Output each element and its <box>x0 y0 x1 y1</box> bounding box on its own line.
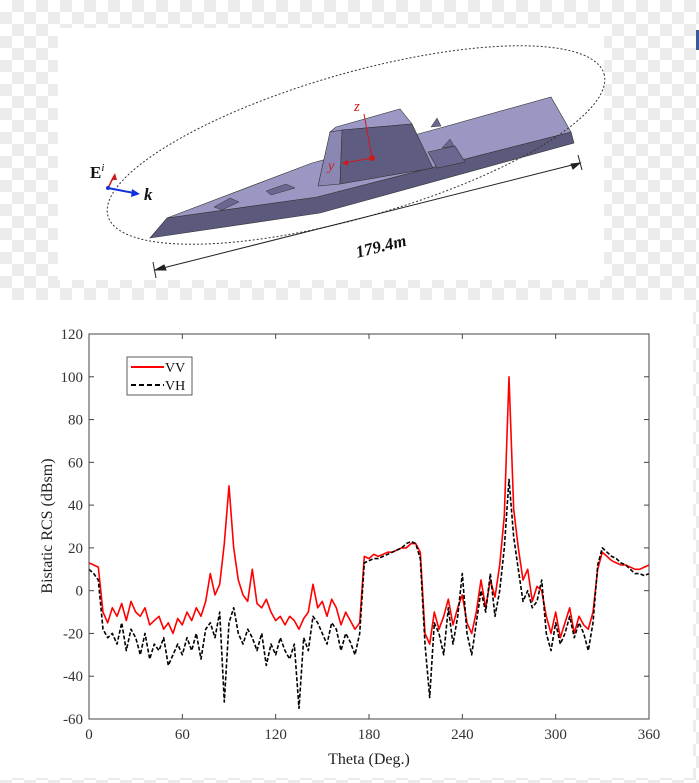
ship-diagram: 179.4m z y Ei k <box>58 28 699 280</box>
incident-wave: Ei k <box>90 162 153 204</box>
y-tick-label: 0 <box>76 584 84 600</box>
y-tick-label: 60 <box>68 455 83 471</box>
x-tick-label: 240 <box>451 727 474 743</box>
coordinate-axes: z y <box>326 99 375 174</box>
x-tick-label: 0 <box>85 727 93 743</box>
ship-vent-2 <box>265 183 296 196</box>
chart-background <box>0 300 693 778</box>
x-tick-label: 300 <box>544 727 567 743</box>
ship-superstructure-side <box>339 123 434 185</box>
x-tick-label: 60 <box>175 727 190 743</box>
y-tick-label: 20 <box>68 541 83 557</box>
z-axis-label: z <box>353 99 360 115</box>
y-axis-label: Bistatic RCS (dBsm) <box>39 458 56 593</box>
y-tick-label: 120 <box>61 327 84 343</box>
ticks-layer: 0 60 120 180 240 300 360 -60 -40 -20 0 20 40 60 80 100 1… <box>61 327 661 743</box>
series-line-vh <box>88 478 650 710</box>
y-tick-label: 80 <box>68 413 83 429</box>
rcs-chart: 0 60 120 180 240 300 360 -60 -40 -20 0 20 40 60 80 100 1… <box>39 327 660 768</box>
ship-vent-3 <box>430 117 442 128</box>
legend-box <box>126 356 193 396</box>
y-tick-label: -20 <box>63 626 83 642</box>
y-tick-label: -60 <box>63 712 83 728</box>
series-line-vv <box>88 375 650 645</box>
origin-dot <box>369 155 375 161</box>
propagation-label: k <box>144 185 153 204</box>
ship-vent-1 <box>213 197 240 211</box>
y-tick-label: 100 <box>61 370 84 386</box>
x-axis-label: Theta (Deg.) <box>328 751 410 768</box>
x-tick-label: 180 <box>358 727 381 743</box>
y-axis-label: y <box>326 159 335 174</box>
incident-field-label: Ei <box>90 162 104 182</box>
legend-label-vv: VV <box>165 361 185 376</box>
ship-superstructure-top <box>328 108 413 133</box>
legend: VV VH <box>126 356 193 396</box>
x-tick-label: 120 <box>264 727 287 743</box>
ship-vent-4 <box>441 138 455 149</box>
legend-label-vh: VH <box>165 379 185 394</box>
x-tick-label: 360 <box>638 727 661 743</box>
y-tick-label: 40 <box>68 498 83 514</box>
series-layer <box>88 375 650 710</box>
edge-marker <box>696 30 699 50</box>
ship-hangar <box>427 145 466 169</box>
y-tick-label: -40 <box>63 669 83 685</box>
length-dimension <box>152 154 583 279</box>
